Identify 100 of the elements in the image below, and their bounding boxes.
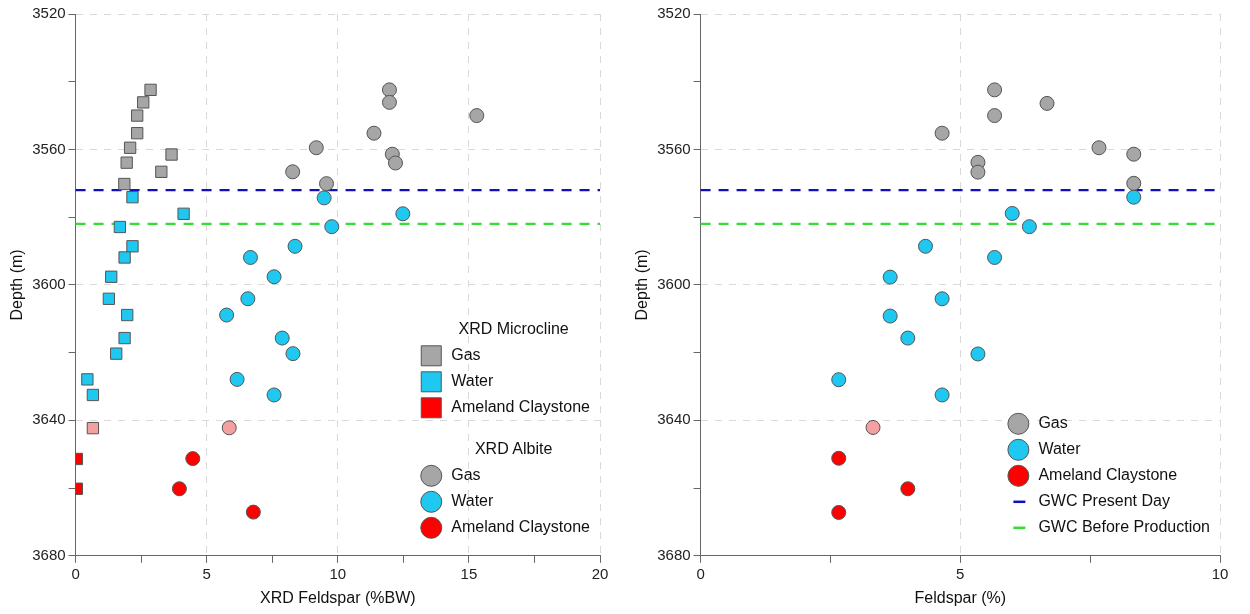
x-tick-label: 5	[202, 564, 211, 582]
point	[831, 450, 847, 466]
legend-label: Ameland Claystone	[451, 398, 591, 416]
point	[882, 269, 898, 285]
point	[285, 346, 301, 362]
point	[1126, 189, 1142, 205]
point	[120, 156, 133, 169]
point	[469, 108, 485, 124]
point	[118, 177, 131, 191]
point	[81, 373, 94, 386]
point	[219, 307, 235, 323]
point	[110, 347, 123, 360]
y-axis-title: Depth (m)	[8, 249, 26, 321]
point	[177, 207, 190, 220]
point	[970, 346, 986, 362]
legend-label: GWC Before Production	[1038, 518, 1210, 536]
point	[934, 125, 950, 141]
x-tick-label: 10	[329, 564, 347, 582]
point	[86, 388, 100, 402]
legend-label: Water	[1038, 440, 1082, 458]
point	[987, 82, 1003, 98]
point	[987, 108, 1003, 124]
point	[102, 292, 116, 305]
x-tick-label: 15	[460, 564, 478, 582]
point	[171, 481, 187, 497]
point	[131, 127, 144, 140]
annotation: XRD Microcline	[458, 320, 569, 338]
point	[287, 238, 303, 254]
point	[987, 249, 1003, 265]
point	[121, 308, 134, 322]
y-tick-label: 3640	[32, 410, 66, 428]
point	[105, 270, 118, 283]
point	[123, 141, 137, 154]
x-tick-label: 10	[1211, 564, 1229, 582]
y-tick-label: 3520	[32, 4, 66, 22]
point	[266, 269, 282, 285]
y-tick-label: 3680	[657, 545, 691, 563]
point	[118, 331, 131, 345]
point	[934, 387, 950, 403]
y-tick-label: 3600	[657, 275, 691, 293]
legend-label: Water	[451, 372, 495, 390]
point	[229, 371, 245, 387]
point	[185, 451, 201, 467]
point	[381, 94, 397, 110]
point	[155, 165, 168, 178]
point	[274, 330, 290, 346]
point	[266, 387, 282, 403]
point	[126, 240, 139, 253]
point	[113, 220, 127, 234]
point	[882, 308, 898, 324]
point	[900, 481, 916, 497]
point	[285, 164, 301, 180]
x-tick-label: 5	[956, 564, 965, 582]
point	[865, 419, 881, 435]
x-axis-title: Feldspar (%)	[914, 588, 1007, 606]
point	[240, 291, 256, 307]
point	[126, 191, 139, 204]
legend-label: Gas	[451, 466, 481, 484]
point	[1021, 219, 1037, 235]
x-axis-title: XRD Feldspar (%BW)	[260, 588, 416, 606]
legend-label: Gas	[451, 346, 481, 364]
point	[900, 330, 916, 346]
point	[308, 140, 324, 156]
point	[917, 238, 933, 254]
annotation: XRD Albite	[474, 440, 553, 458]
point	[324, 219, 340, 235]
y-tick-label: 3520	[657, 4, 691, 22]
legend-label: Ameland Claystone	[1038, 466, 1178, 484]
point	[934, 291, 950, 307]
y-axis-title: Depth (m)	[633, 249, 651, 321]
point	[831, 504, 847, 520]
point	[1126, 175, 1142, 191]
point	[381, 82, 397, 98]
x-tick-label: 0	[71, 564, 80, 582]
point	[137, 96, 150, 109]
legend-label: GWC Present Day	[1038, 492, 1170, 510]
point	[387, 155, 403, 171]
point	[366, 125, 382, 141]
point	[144, 83, 157, 97]
point	[1039, 95, 1055, 111]
y-tick-label: 3560	[657, 139, 691, 157]
point	[395, 206, 411, 222]
legend-label: Water	[451, 492, 495, 510]
x-tick-label: 0	[696, 564, 705, 582]
legend-label: Ameland Claystone	[451, 518, 591, 536]
point	[316, 190, 332, 206]
point	[165, 148, 178, 161]
point	[118, 251, 131, 264]
point	[131, 109, 144, 122]
x-tick-label: 20	[591, 564, 609, 582]
point	[245, 504, 261, 520]
point	[1004, 205, 1020, 221]
point	[831, 372, 847, 388]
point	[1126, 146, 1142, 162]
y-tick-label: 3560	[32, 139, 66, 157]
legend-label: Gas	[1038, 414, 1068, 432]
y-tick-label: 3680	[32, 545, 66, 563]
point	[242, 249, 258, 265]
y-tick-label: 3640	[657, 410, 691, 428]
point	[319, 176, 335, 192]
